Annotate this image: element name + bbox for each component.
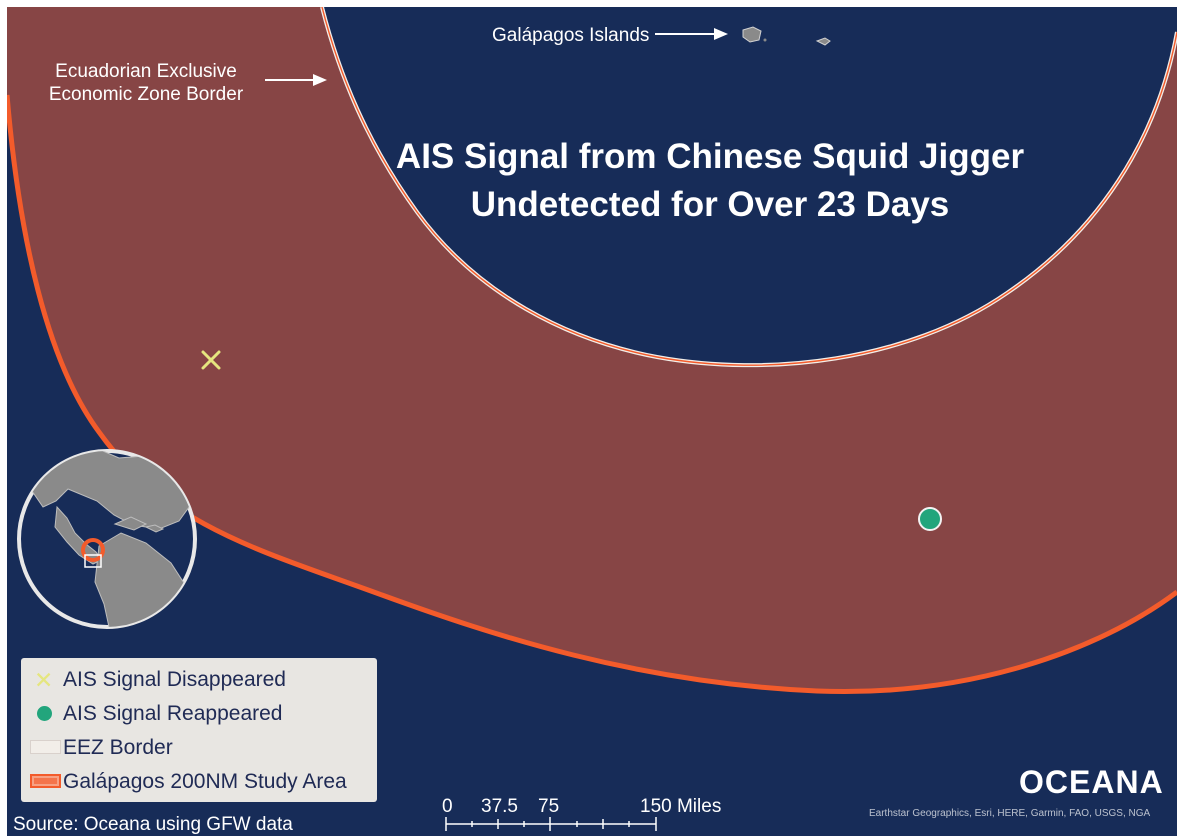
study-area-border: [7, 94, 1177, 695]
scale-labels: 0 37.5 75 150 Miles: [437, 795, 757, 823]
legend-item-disappeared: ✕ AIS Signal Disappeared: [21, 663, 377, 697]
map-legend: ✕ AIS Signal Disappeared AIS Signal Reap…: [21, 658, 377, 802]
caribbean-islands-east: [144, 524, 165, 533]
rectangle-icon: [21, 736, 63, 760]
map-title: AIS Signal from Chinese Squid Jigger Und…: [395, 133, 1025, 229]
eez-label-line-1: Ecuadorian Exclusive: [55, 61, 237, 82]
galapagos-island-east: [815, 37, 831, 46]
scale-label-37-5: 37.5: [481, 796, 518, 817]
eez-border-label: Ecuadorian Exclusive Economic Zone Borde…: [30, 60, 262, 106]
legend-item-reappeared: AIS Signal Reappeared: [21, 697, 377, 731]
eez-arrow: [265, 74, 327, 86]
legend-item-eez-border: EEZ Border: [21, 731, 377, 765]
legend-label-reappeared: AIS Signal Reappeared: [63, 702, 283, 725]
galapagos-islands-label: Galápagos Islands: [492, 25, 650, 46]
oceana-logo: OCEANA: [1019, 764, 1164, 800]
galapagos-island-west: [742, 26, 762, 43]
map-title-line-1: AIS Signal from Chinese Squid Jigger: [395, 137, 1025, 176]
galapagos-locator-box: [84, 554, 102, 568]
map-frame: AIS Signal from Chinese Squid Jigger Und…: [7, 7, 1177, 836]
legend-label-disappeared: AIS Signal Disappeared: [63, 668, 286, 691]
islands-arrow: [655, 28, 728, 40]
locator-globe: [17, 449, 197, 629]
eez-border-inner-line: [321, 7, 1177, 366]
source-note: Source: Oceana using GFW data: [13, 814, 293, 835]
map-title-line-2: Undetected for Over 23 Days: [470, 185, 950, 224]
ais-reappeared-marker: [918, 507, 942, 531]
scale-bar: [445, 817, 657, 831]
galapagos-study-area: [7, 7, 1177, 692]
legend-item-study-area: Galápagos 200NM Study Area: [21, 765, 377, 799]
scale-label-75: 75: [538, 796, 560, 817]
galapagos-islands: [742, 26, 831, 46]
legend-label-study-area: Galápagos 200NM Study Area: [63, 770, 347, 793]
scale-label-150-miles: 150 Miles: [640, 796, 722, 817]
galapagos-locator-ring: [81, 538, 105, 562]
legend-label-eez-border: EEZ Border: [63, 736, 173, 759]
caribbean-islands: [113, 516, 148, 531]
rounded-rectangle-icon: [21, 770, 63, 794]
galapagos-islet: [763, 38, 767, 42]
map-credits: Earthstar Geographics, Esri, HERE, Garmi…: [869, 808, 1151, 819]
eez-label-line-2: Economic Zone Border: [48, 84, 244, 105]
ais-disappeared-marker: [201, 350, 221, 370]
circle-icon: [21, 702, 63, 726]
scale-label-0: 0: [442, 796, 453, 817]
x-icon: ✕: [34, 667, 54, 693]
